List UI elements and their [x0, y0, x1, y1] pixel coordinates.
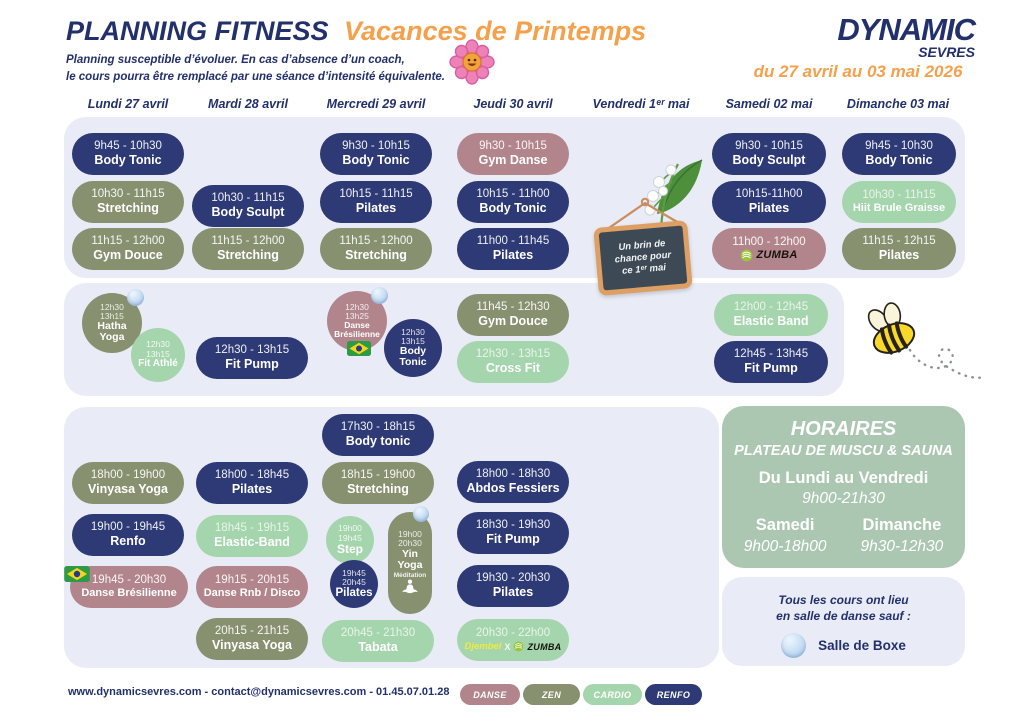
zumba-logo-icon [514, 641, 524, 652]
sign-line3: ce 1ᵉʳ mai [621, 262, 667, 277]
sign-strings [605, 197, 685, 231]
class-circle: 12h30 13h15 Fit Athlé [131, 328, 185, 382]
class-pill: 11h15 - 12h00 Gym Douce [72, 228, 184, 270]
class-pill: 12h00 - 12h45 Elastic Band [714, 294, 828, 336]
hours-subtitle: PLATEAU DE MUSCU & SAUNA [734, 443, 953, 459]
class-pill: 9h45 - 10h30 Body Tonic [72, 133, 184, 175]
day-header-saturday: Samedi 02 mai [725, 97, 813, 111]
class-pill: 18h15 - 19h00 Stretching [322, 462, 434, 504]
room-note-panel: Tous les cours ont lieu en salle de dans… [722, 577, 965, 666]
boxing-room-ball-icon [413, 506, 429, 522]
boxing-room-label: Salle de Boxe [818, 638, 906, 653]
day-header-friday: Vendredi 1ᵉʳ mai [592, 97, 690, 111]
legend-zen: ZEN [523, 684, 580, 705]
page-title: PLANNING FITNESS Vacances de Printemps [66, 16, 646, 47]
class-pill: 10h30 - 11h15 Hiit Brule Graisse [842, 181, 956, 223]
boxing-room-ball-icon [371, 287, 388, 304]
class-pill: 18h00 - 19h00 Vinyasa Yoga [72, 462, 184, 504]
class-circle: 19h00 19h45 Step [326, 516, 374, 564]
class-pill: 11h15 - 12h00 Stretching [320, 228, 432, 270]
class-pill: 12h30 - 13h15 Cross Fit [457, 341, 569, 383]
saturday-label: Samedi [755, 516, 815, 534]
title-accent: Vacances de Printemps [344, 16, 647, 46]
brand-logo: DYNAMIC SEVRES [825, 12, 976, 60]
contact-info: www.dynamicsevres.com - contact@dynamics… [68, 686, 450, 698]
saturday-hours: 9h00-18h00 [743, 538, 827, 555]
bee-icon [867, 302, 988, 379]
room-note-line1: Tous les cours ont lieu [778, 593, 909, 607]
boxing-room-ball-icon [127, 289, 144, 306]
brand-sub: SEVRES [918, 44, 975, 60]
sunday-label: Dimanche [862, 516, 942, 534]
zumba-label: ZUMBA [756, 249, 798, 262]
note-line2: le cours pourra être remplacé par une sé… [66, 71, 446, 83]
class-pill: 11h15 - 12h15 Pilates [842, 228, 956, 270]
class-pill: 11h45 - 12h30 Gym Douce [457, 294, 569, 336]
day-header-monday: Lundi 27 avril [87, 97, 169, 111]
legend-renfo: RENFO [645, 684, 702, 705]
opening-hours-panel: HORAIRES PLATEAU DE MUSCU & SAUNA Du Lun… [722, 406, 965, 568]
class-circle: 19h45 20h45 Pilates [330, 560, 378, 608]
class-pill: 11h15 - 12h00 Stretching [192, 228, 304, 270]
meditation-icon [402, 579, 418, 594]
note-line1: Planning susceptible d’évoluer. En cas d… [66, 54, 405, 66]
class-pill: 9h30 - 10h15 Body Tonic [320, 133, 432, 175]
class-pill: 18h30 - 19h30 Fit Pump [457, 512, 569, 554]
class-pill-zumba: 11h00 - 12h00 ZUMBA [712, 228, 826, 270]
weekday-label: Du Lundi au Vendredi [758, 469, 929, 487]
chalkboard-sign: Un brin de chance pour ce 1ᵉʳ mai [593, 220, 693, 296]
midday-schedule-panel [64, 283, 844, 396]
class-pill: 20h15 - 21h15 Vinyasa Yoga [196, 618, 308, 660]
class-pill: 20h45 - 21h30 Tabata [322, 620, 434, 662]
class-pill: 11h00 - 11h45 Pilates [457, 228, 569, 270]
legend-cardio: CARDIO [583, 684, 642, 705]
djembel-label: Djembel [464, 641, 502, 653]
class-pill: 9h30 - 10h15 Body Sculpt [712, 133, 826, 175]
zumba-label: ZUMBA [527, 641, 562, 652]
weekday-hours: 9h00-21h30 [802, 490, 885, 507]
class-pill: 9h45 - 10h30 Body Tonic [842, 133, 956, 175]
room-note-line2: en salle de danse sauf : [776, 609, 911, 623]
class-pill: 19h00 - 19h45 Renfo [72, 514, 184, 556]
day-header-wednesday: Mercredi 29 avril [326, 97, 426, 111]
legend-danse: DANSE [460, 684, 520, 705]
class-pill: 10h30 - 11h15 Body Sculpt [192, 185, 304, 227]
day-header-sunday: Dimanche 03 mai [846, 97, 950, 111]
class-pill: 18h00 - 18h45 Pilates [196, 462, 308, 504]
class-pill: 10h30 - 11h15 Stretching [72, 181, 184, 223]
class-pill: 12h30 - 13h15 Fit Pump [196, 337, 308, 379]
class-pill: 9h30 - 10h15 Gym Danse [457, 133, 569, 175]
sunday-hours: 9h30-12h30 [860, 538, 944, 555]
class-pill: 18h45 - 19h15 Elastic-Band [196, 515, 308, 557]
class-pill: 18h00 - 18h30 Abdos Fessiers [457, 461, 569, 503]
hours-title: HORAIRES [790, 418, 897, 440]
day-header-tuesday: Mardi 28 avril [208, 97, 288, 111]
title-main: PLANNING FITNESS [66, 16, 329, 46]
date-range: du 27 avril au 03 mai 2026 [753, 62, 963, 81]
class-pill: 19h15 - 20h15 Danse Rnb / Disco [196, 566, 308, 608]
boxing-room-ball-icon [781, 633, 807, 658]
brand-name: DYNAMIC [837, 12, 976, 47]
class-pill: 10h15 - 11h00 Body Tonic [457, 181, 569, 223]
zumba-logo-icon [741, 250, 753, 262]
class-pill: 10h15 - 11h15 Pilates [320, 181, 432, 223]
brazil-flag-icon [64, 566, 90, 582]
flower-icon [449, 39, 495, 85]
class-capsule: 19h00 20h30 Yin Yoga Méditation [388, 512, 432, 614]
disclaimer-note: Planning susceptible d’évoluer. En cas d… [66, 52, 445, 86]
brazil-flag-icon [347, 341, 371, 356]
day-header-thursday: Jeudi 30 avril [473, 97, 553, 111]
lily-of-the-valley-icon [644, 159, 703, 229]
class-pill-djembel-zumba: 20h30 - 22h00 Djembel X ZUMBA [457, 619, 569, 661]
class-pill: 17h30 - 18h15 Body tonic [322, 414, 434, 456]
class-pill: 10h15-11h00 Pilates [712, 181, 826, 223]
class-pill: 19h30 - 20h30 Pilates [457, 565, 569, 607]
class-circle: 12h30 13h15 Body Tonic [384, 319, 442, 377]
class-pill: 12h45 - 13h45 Fit Pump [714, 341, 828, 383]
